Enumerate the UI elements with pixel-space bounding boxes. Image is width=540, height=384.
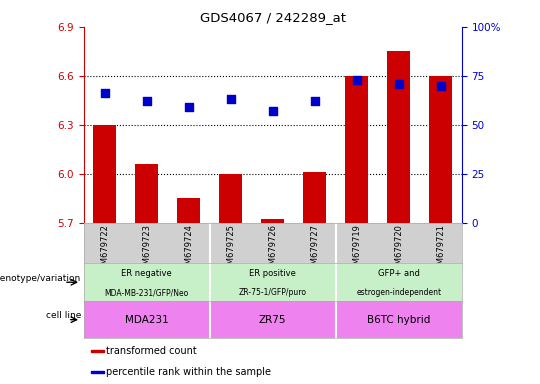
Text: MDA231: MDA231	[125, 314, 168, 325]
Point	[436, 83, 445, 89]
Title: GDS4067 / 242289_at: GDS4067 / 242289_at	[200, 11, 346, 24]
Text: cell line: cell line	[45, 311, 81, 320]
Text: MDA-MB-231/GFP/Neo: MDA-MB-231/GFP/Neo	[105, 288, 189, 298]
Point	[394, 81, 403, 87]
Point	[184, 104, 193, 110]
Text: ER positive: ER positive	[249, 269, 296, 278]
Text: ER negative: ER negative	[122, 269, 172, 278]
Point	[226, 96, 235, 103]
Bar	[91, 350, 104, 353]
Point	[100, 90, 109, 96]
Text: GSM679727: GSM679727	[310, 224, 319, 275]
Text: GSM679720: GSM679720	[394, 224, 403, 275]
Bar	[345, 76, 368, 223]
Text: GSM679719: GSM679719	[352, 224, 361, 275]
Text: GSM679723: GSM679723	[142, 224, 151, 275]
Bar	[219, 174, 242, 223]
Text: ZR75: ZR75	[259, 314, 286, 325]
Bar	[387, 51, 410, 223]
Text: GFP+ and: GFP+ and	[378, 269, 420, 278]
Bar	[135, 164, 158, 223]
Point	[268, 108, 277, 114]
Point	[353, 77, 361, 83]
Text: GSM679724: GSM679724	[184, 224, 193, 275]
Bar	[177, 198, 200, 223]
Point	[143, 98, 151, 104]
Point	[310, 98, 319, 104]
Bar	[429, 76, 453, 223]
Bar	[303, 172, 326, 223]
Text: GSM679721: GSM679721	[436, 224, 445, 275]
Text: transformed count: transformed count	[106, 346, 197, 356]
Text: GSM679725: GSM679725	[226, 224, 235, 275]
Text: estrogen-independent: estrogen-independent	[356, 288, 441, 298]
Text: GSM679726: GSM679726	[268, 224, 277, 275]
Text: percentile rank within the sample: percentile rank within the sample	[106, 367, 271, 377]
Bar	[93, 125, 116, 223]
Text: B6TC hybrid: B6TC hybrid	[367, 314, 430, 325]
Text: ZR-75-1/GFP/puro: ZR-75-1/GFP/puro	[239, 288, 307, 298]
Text: genotype/variation: genotype/variation	[0, 274, 81, 283]
Bar	[91, 371, 104, 373]
Bar	[261, 220, 284, 223]
Text: GSM679722: GSM679722	[100, 224, 109, 275]
